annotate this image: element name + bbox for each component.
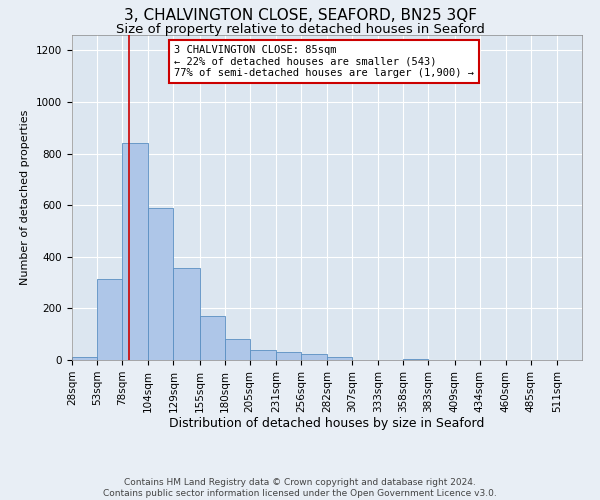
Text: Contains HM Land Registry data © Crown copyright and database right 2024.
Contai: Contains HM Land Registry data © Crown c… — [103, 478, 497, 498]
Bar — [97, 280, 122, 360]
X-axis label: Distribution of detached houses by size in Seaford: Distribution of detached houses by size … — [169, 418, 485, 430]
Text: 3, CHALVINGTON CLOSE, SEAFORD, BN25 3QF: 3, CHALVINGTON CLOSE, SEAFORD, BN25 3QF — [124, 8, 476, 22]
Bar — [148, 208, 173, 360]
Y-axis label: Number of detached properties: Number of detached properties — [20, 110, 31, 285]
Bar — [72, 358, 97, 360]
Bar — [224, 340, 250, 360]
Text: 3 CHALVINGTON CLOSE: 85sqm
← 22% of detached houses are smaller (543)
77% of sem: 3 CHALVINGTON CLOSE: 85sqm ← 22% of deta… — [174, 45, 474, 78]
Bar — [250, 350, 276, 360]
Bar — [301, 354, 327, 360]
Bar — [327, 358, 352, 360]
Bar — [122, 142, 148, 360]
Bar — [403, 358, 428, 360]
Bar — [173, 268, 199, 360]
Text: Size of property relative to detached houses in Seaford: Size of property relative to detached ho… — [116, 22, 484, 36]
Bar — [276, 352, 301, 360]
Bar — [199, 316, 224, 360]
